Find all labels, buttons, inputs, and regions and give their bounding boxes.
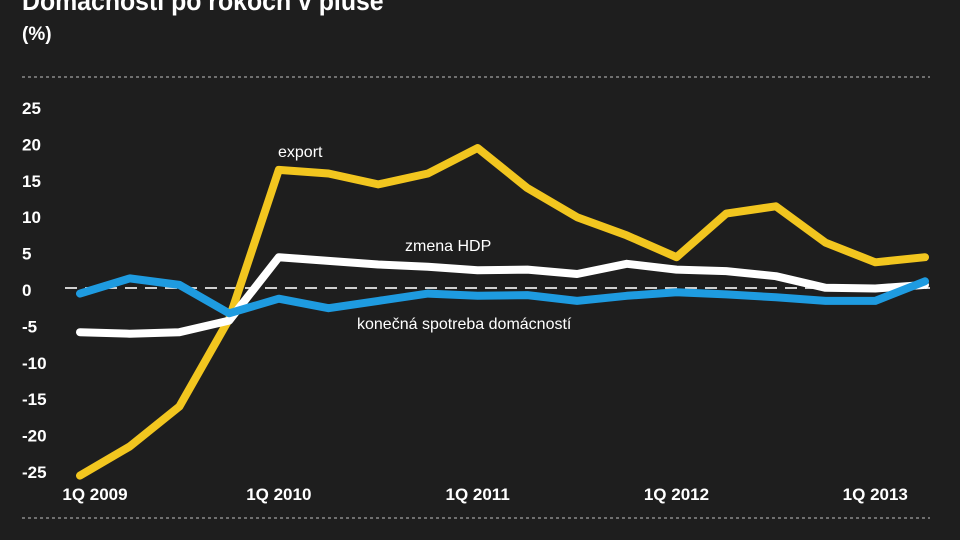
x-tick-label: 1Q 2013 [843, 485, 908, 504]
series-line-spotreba [76, 274, 929, 318]
y-axis-ticks: 25 20 15 10 5 0 -5 -10 -15 -20 -25 [22, 99, 47, 482]
x-tick-label: 1Q 2012 [644, 485, 709, 504]
series-label-export: export [278, 144, 323, 161]
y-tick-label: 0 [22, 281, 31, 300]
chart-title: Domácnosti po rokoch v pluse [22, 0, 384, 16]
y-tick-label: -25 [22, 463, 47, 482]
x-tick-label: 1Q 2011 [446, 485, 510, 504]
y-tick-label: 15 [22, 172, 41, 191]
series-label-spotreba: konečná spotreba domácností [357, 316, 572, 333]
series-label-hdp: zmena HDP [405, 238, 491, 255]
unit-label: (%) [22, 24, 52, 45]
y-tick-label: -5 [22, 317, 37, 336]
series-line-export [76, 144, 929, 480]
y-tick-label: 10 [22, 208, 41, 227]
y-tick-label: -20 [22, 427, 47, 446]
y-tick-label: 25 [22, 99, 41, 118]
y-tick-label: -10 [22, 354, 47, 373]
x-tick-label: 1Q 2009 [62, 485, 127, 504]
y-tick-label: 5 [22, 245, 31, 264]
series-line-hdp [76, 253, 929, 338]
y-tick-label: -15 [22, 390, 47, 409]
x-axis-ticks: 1Q 2009 1Q 2010 1Q 2011 1Q 2012 1Q 2013 [62, 485, 908, 504]
x-tick-label: 1Q 2010 [246, 485, 311, 504]
y-tick-label: 20 [22, 135, 41, 154]
series-lines [76, 144, 929, 480]
